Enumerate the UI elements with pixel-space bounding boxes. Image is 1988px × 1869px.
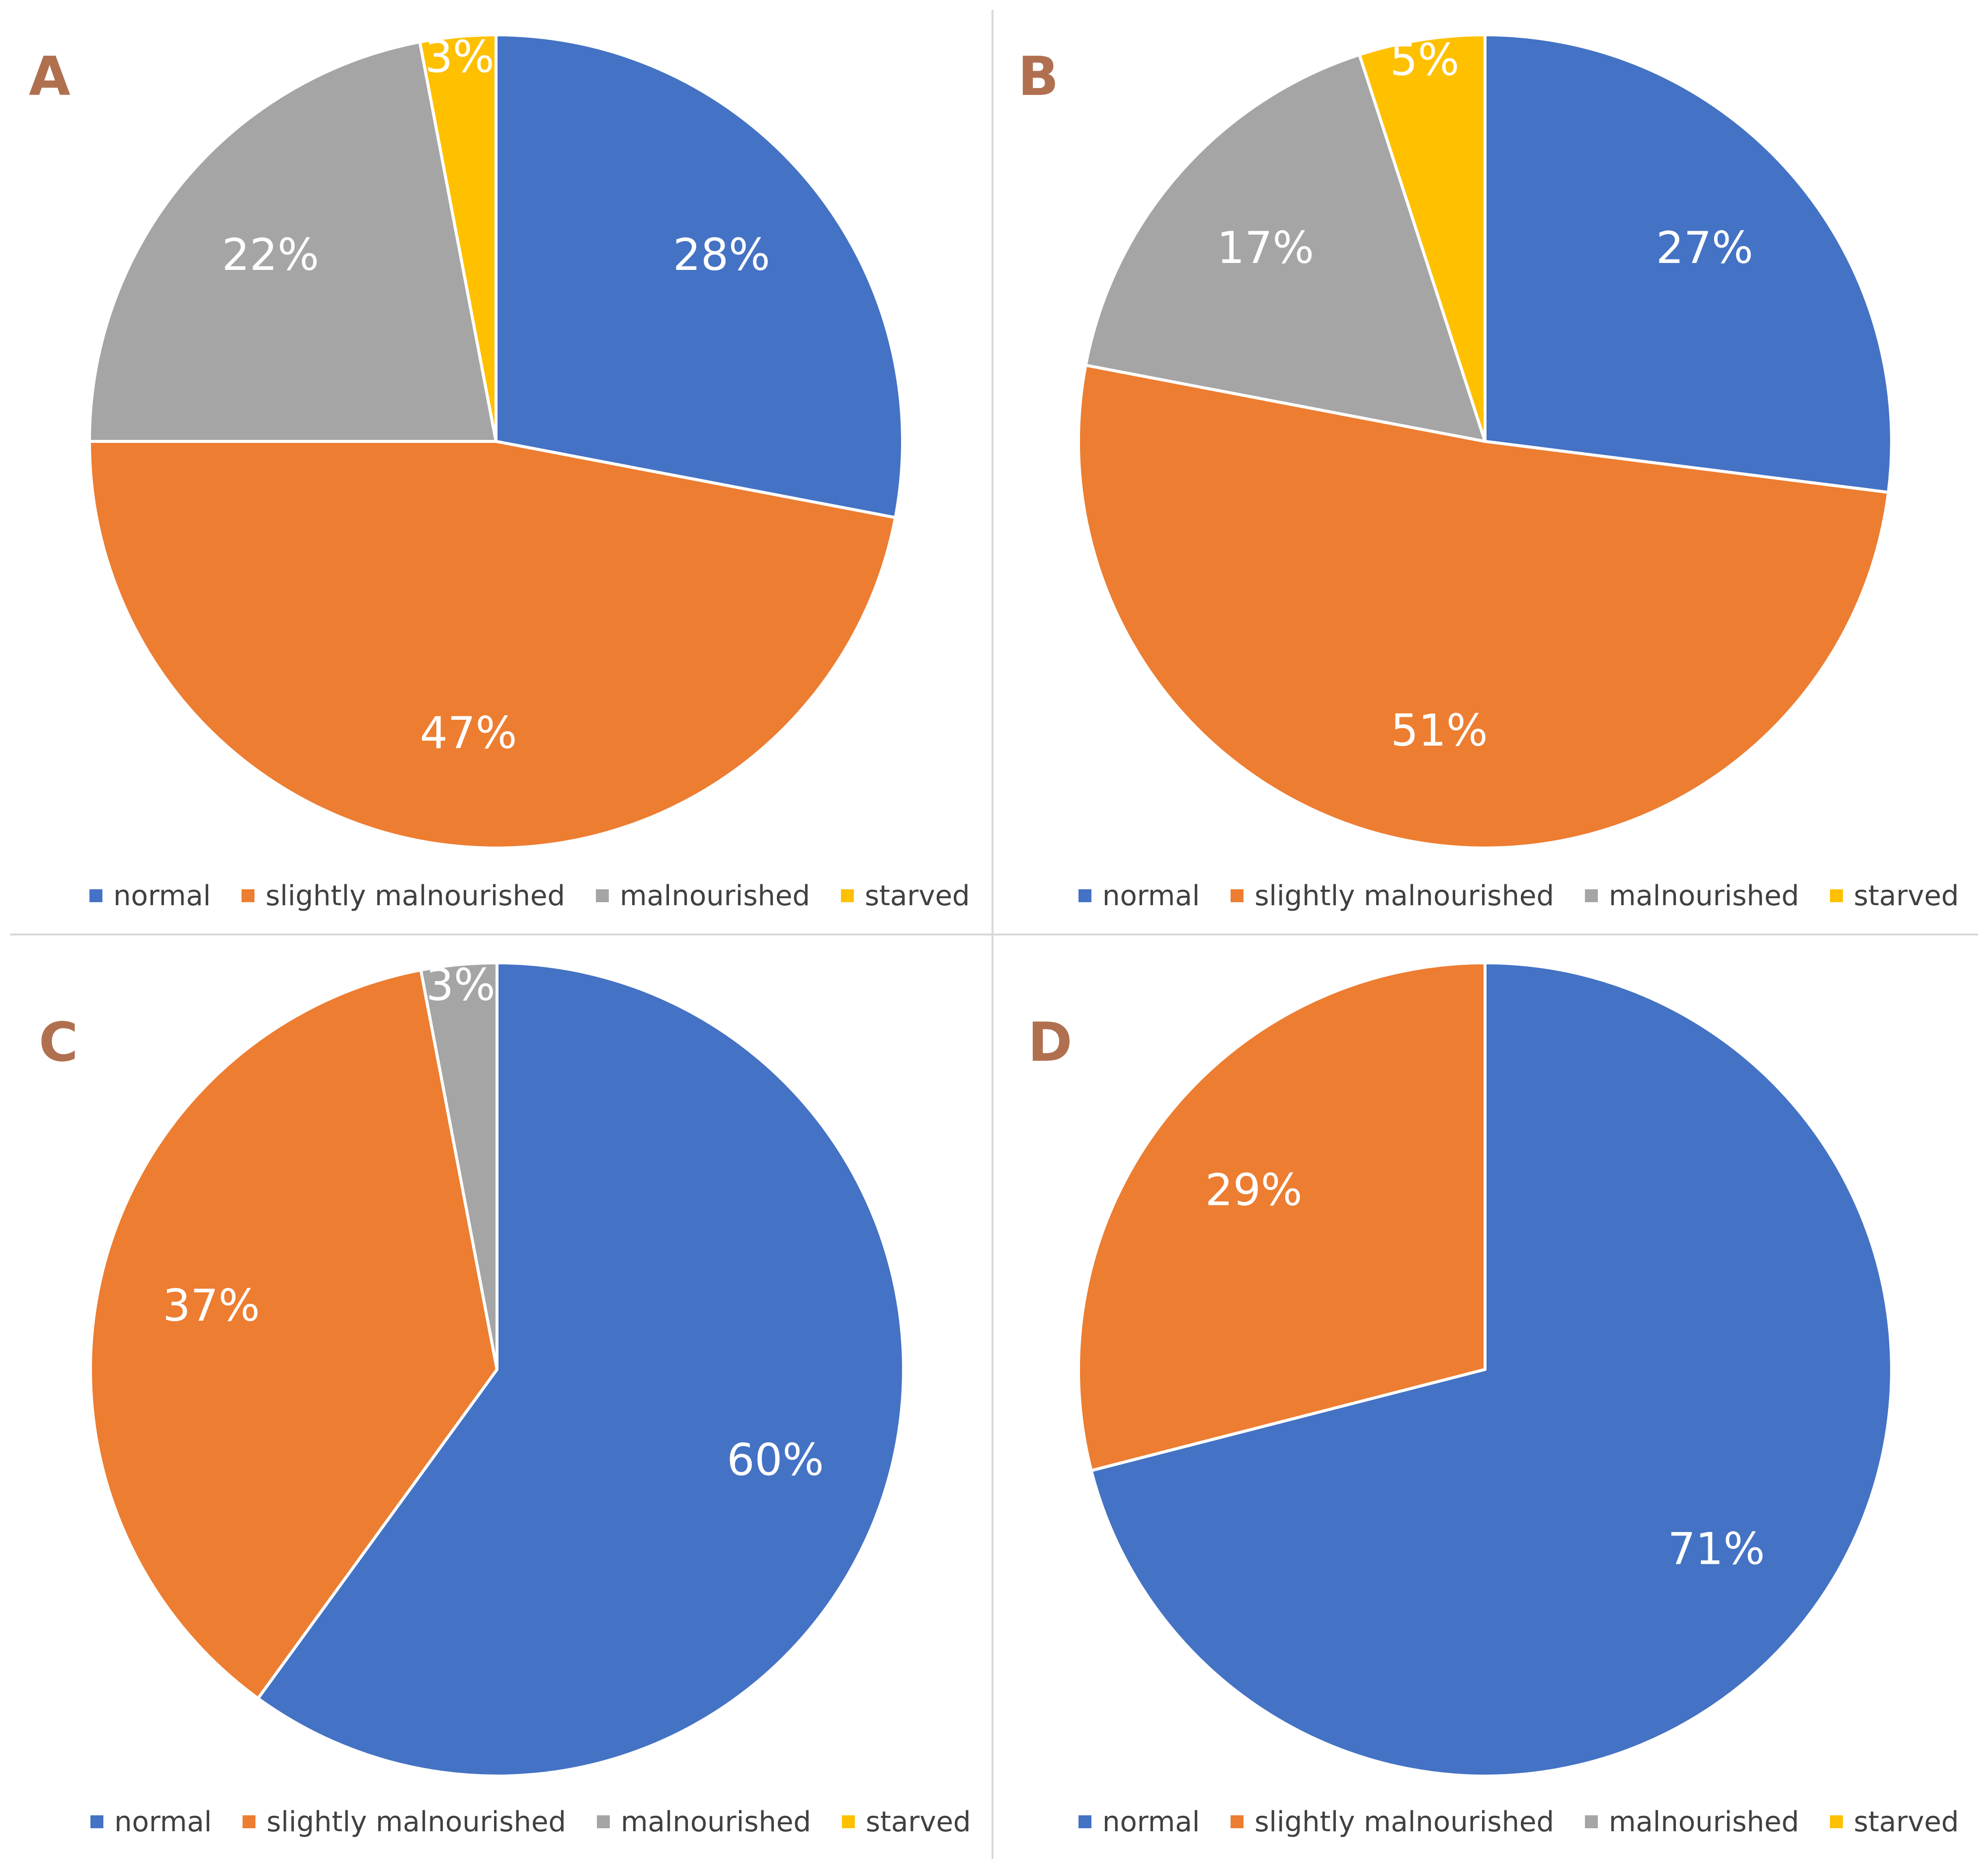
horizontal-divider [10, 934, 1978, 935]
pie-slice-slightly-malnourished [1077, 363, 1890, 850]
pie-chart: 60% 37% 3% [89, 959, 905, 1778]
legend-swatch [89, 889, 102, 902]
legend-swatch [595, 889, 609, 902]
legend-swatch [1584, 1815, 1598, 1828]
legend-swatch [1829, 889, 1843, 902]
legend-swatch [1078, 1815, 1091, 1828]
panel-c: C 60% 37% 3% normal slightly malnourished ma… [0, 937, 989, 1867]
data-label: 17% [1217, 222, 1314, 273]
pie-slice-slightly-malnourished [89, 968, 498, 1700]
legend-item: slightly malnourished [1231, 1806, 1554, 1838]
legend-item: normal [1078, 880, 1200, 912]
pie-chart: 71% 29% [1077, 961, 1893, 1778]
pie-slice-normal [256, 961, 905, 1778]
legend-item: starved [841, 1805, 971, 1838]
pie-chart: 27% 51% 17% 5% [1077, 33, 1893, 850]
legend-label: normal [1102, 879, 1200, 912]
panel-a: A 28% 47% 22% 3% normal slightly malnourishe… [0, 0, 989, 930]
legend-swatch [90, 1815, 103, 1828]
legend-label: normal [1102, 1805, 1200, 1838]
data-label: 3% [426, 959, 496, 1011]
pie-slice-starved [418, 33, 497, 443]
legend-label: starved [1853, 1805, 1959, 1838]
pie-slice-slightly-malnourished [88, 440, 897, 850]
legend-swatch [596, 1815, 610, 1828]
legend-label: slightly malnourished [266, 1805, 566, 1838]
legend-item: slightly malnourished [242, 880, 565, 912]
legend-label: slightly malnourished [1254, 879, 1554, 912]
pie-slice-starved [1358, 33, 1487, 443]
legend-item: malnourished [1584, 1805, 1799, 1838]
pie-slice-normal [1089, 961, 1893, 1778]
legend-swatch [1584, 889, 1598, 902]
legend-swatch [1231, 889, 1244, 902]
data-label: 27% [1656, 222, 1753, 273]
data-label: 3% [425, 31, 495, 83]
panel-letter: B [1018, 46, 1059, 108]
legend-item: malnourished [1584, 879, 1799, 912]
data-label: 71% [1668, 1523, 1765, 1574]
legend: normal slightly malnourished malnourished s… [90, 1802, 971, 1842]
legend-label: malnourished [619, 879, 810, 912]
pie-slice-malnourished [88, 40, 497, 443]
legend-label: slightly malnourished [1254, 1805, 1554, 1838]
legend-item: starved [1829, 879, 1959, 912]
legend-label: slightly malnourished [265, 879, 565, 912]
data-label: 29% [1205, 1165, 1303, 1216]
legend-label: starved [864, 879, 970, 912]
data-label: 51% [1391, 705, 1488, 756]
legend-label: normal [113, 879, 211, 912]
legend-swatch [1829, 1815, 1843, 1828]
legend-swatch [841, 1815, 855, 1828]
legend-item: slightly malnourished [243, 1806, 566, 1838]
panel-letter: D [1028, 1012, 1073, 1074]
legend-swatch [1078, 889, 1091, 902]
pie-slice-malnourished [1084, 53, 1487, 443]
legend-item: slightly malnourished [1231, 880, 1554, 912]
panel-d: D 71% 29% normal slightly malnourished maln… [994, 937, 1983, 1867]
pie-slice-slightly-malnourished [1077, 961, 1487, 1472]
legend-item: malnourished [596, 1805, 811, 1838]
legend-swatch [1231, 1815, 1244, 1828]
legend-label: normal [114, 1805, 212, 1838]
legend-item: starved [1829, 1805, 1959, 1838]
pie-slice-normal [1484, 33, 1893, 494]
panel-b: B 27% 51% 17% 5% normal slightly malnourishe… [994, 0, 1983, 930]
legend: normal slightly malnourished malnourished s… [89, 876, 970, 916]
data-label: 28% [673, 229, 770, 280]
data-label: 37% [163, 1280, 260, 1331]
data-label: 60% [727, 1434, 824, 1485]
legend-swatch [243, 1815, 256, 1828]
data-label: 47% [420, 707, 517, 759]
legend-item: normal [90, 1806, 212, 1838]
legend-swatch [840, 889, 854, 902]
legend-item: malnourished [595, 879, 810, 912]
legend: normal slightly malnourished malnourished s… [1078, 1802, 1959, 1842]
data-label: 22% [222, 229, 319, 280]
panel-letter: A [29, 46, 71, 108]
legend-label: starved [865, 1805, 971, 1838]
pie-slice-malnourished [419, 961, 498, 1371]
legend-label: malnourished [1608, 879, 1799, 912]
legend-label: malnourished [620, 1805, 811, 1838]
legend-swatch [242, 889, 255, 902]
legend-item: normal [89, 880, 211, 912]
data-label: 5% [1390, 34, 1460, 85]
pie-slice-normal [495, 33, 904, 519]
panel-letter: C [39, 1012, 79, 1074]
legend-item: starved [840, 879, 970, 912]
pie-chart: 28% 47% 22% 3% [88, 31, 904, 850]
legend-label: starved [1853, 879, 1959, 912]
legend-label: malnourished [1608, 1805, 1799, 1838]
legend-item: normal [1078, 1806, 1200, 1838]
legend: normal slightly malnourished malnourished s… [1078, 876, 1959, 916]
